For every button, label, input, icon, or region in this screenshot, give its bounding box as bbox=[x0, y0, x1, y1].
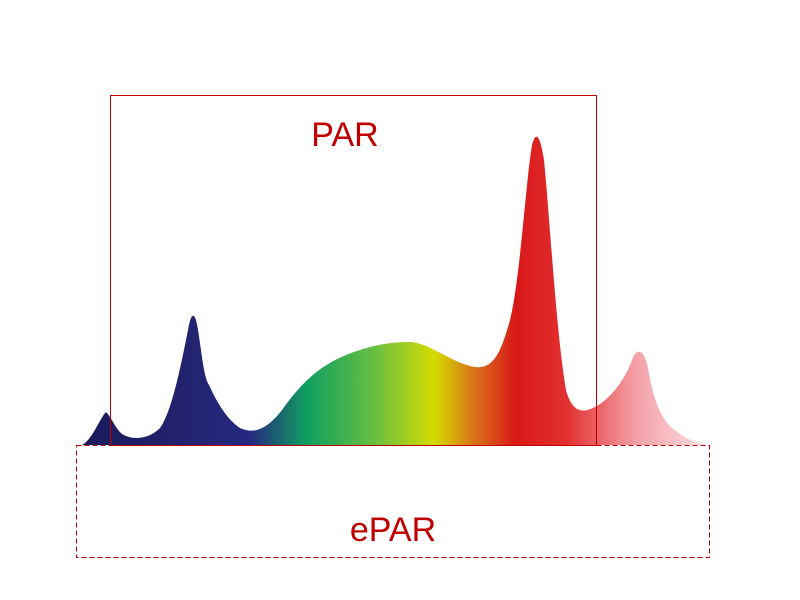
epar-frame bbox=[76, 445, 710, 558]
par-label: PAR bbox=[311, 116, 378, 154]
epar-label: ePAR bbox=[350, 511, 436, 549]
light-spectrum-curve bbox=[82, 136, 712, 445]
